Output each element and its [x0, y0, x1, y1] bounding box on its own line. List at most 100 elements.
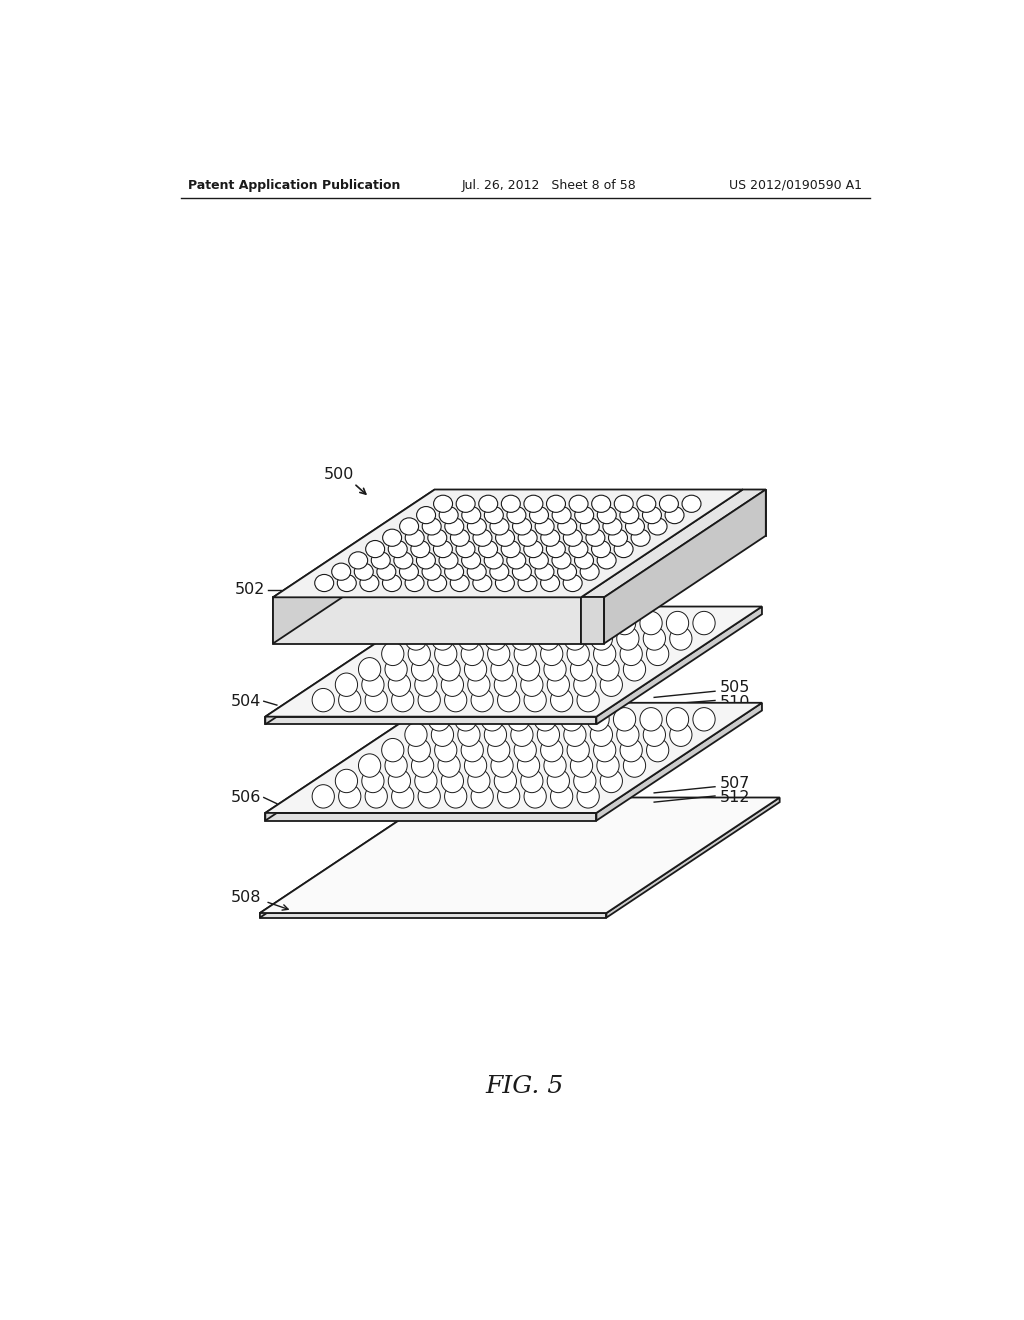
Ellipse shape: [473, 574, 492, 591]
Ellipse shape: [349, 552, 368, 569]
Text: 512: 512: [720, 789, 751, 805]
Ellipse shape: [569, 540, 588, 557]
Ellipse shape: [358, 657, 381, 681]
Text: 510: 510: [720, 696, 751, 710]
Ellipse shape: [560, 611, 583, 635]
Ellipse shape: [586, 529, 605, 546]
Ellipse shape: [614, 540, 633, 557]
Ellipse shape: [496, 529, 514, 546]
Ellipse shape: [383, 529, 401, 546]
Text: 503: 503: [722, 510, 753, 524]
Ellipse shape: [511, 723, 534, 746]
Polygon shape: [273, 490, 435, 644]
Ellipse shape: [643, 723, 666, 746]
Ellipse shape: [573, 673, 596, 697]
Ellipse shape: [498, 689, 520, 711]
Ellipse shape: [451, 574, 469, 591]
Ellipse shape: [511, 627, 534, 651]
Ellipse shape: [513, 517, 531, 535]
Ellipse shape: [468, 673, 490, 697]
Polygon shape: [581, 598, 604, 644]
Ellipse shape: [534, 708, 556, 731]
Ellipse shape: [422, 517, 441, 535]
Ellipse shape: [560, 708, 583, 731]
Ellipse shape: [337, 574, 356, 591]
Ellipse shape: [471, 784, 494, 808]
Ellipse shape: [383, 574, 401, 591]
Ellipse shape: [577, 689, 599, 711]
Ellipse shape: [335, 673, 357, 697]
Ellipse shape: [557, 564, 577, 581]
Polygon shape: [581, 490, 742, 644]
Ellipse shape: [670, 627, 692, 651]
Ellipse shape: [462, 552, 480, 569]
Ellipse shape: [558, 517, 577, 535]
Ellipse shape: [478, 540, 498, 557]
Ellipse shape: [574, 552, 594, 569]
Ellipse shape: [600, 770, 623, 792]
Ellipse shape: [597, 552, 616, 569]
Polygon shape: [260, 913, 606, 917]
Ellipse shape: [455, 708, 477, 731]
Ellipse shape: [616, 723, 639, 746]
Ellipse shape: [592, 495, 610, 512]
Ellipse shape: [388, 673, 411, 697]
Ellipse shape: [411, 540, 430, 557]
Ellipse shape: [490, 754, 513, 777]
Text: 504: 504: [231, 694, 261, 709]
Ellipse shape: [624, 754, 645, 777]
Ellipse shape: [547, 770, 569, 792]
Ellipse shape: [489, 517, 509, 535]
Ellipse shape: [394, 552, 413, 569]
Text: 508: 508: [231, 890, 261, 906]
Ellipse shape: [646, 738, 669, 762]
Ellipse shape: [523, 540, 543, 557]
Ellipse shape: [569, 495, 588, 512]
Ellipse shape: [409, 643, 430, 665]
Ellipse shape: [590, 723, 612, 746]
Ellipse shape: [444, 517, 464, 535]
Ellipse shape: [567, 738, 590, 762]
Ellipse shape: [391, 689, 414, 711]
Ellipse shape: [339, 689, 360, 711]
Ellipse shape: [501, 540, 520, 557]
Ellipse shape: [431, 627, 454, 651]
Ellipse shape: [642, 507, 662, 524]
Ellipse shape: [361, 673, 384, 697]
Ellipse shape: [439, 507, 458, 524]
Text: 506: 506: [231, 789, 261, 805]
Ellipse shape: [570, 657, 593, 681]
Text: FIG. 5: FIG. 5: [485, 1074, 564, 1098]
Ellipse shape: [508, 708, 529, 731]
Ellipse shape: [366, 784, 387, 808]
Ellipse shape: [541, 643, 563, 665]
Ellipse shape: [581, 517, 599, 535]
Ellipse shape: [581, 564, 599, 581]
Ellipse shape: [473, 529, 492, 546]
Ellipse shape: [484, 552, 503, 569]
Ellipse shape: [640, 708, 663, 731]
Ellipse shape: [563, 529, 583, 546]
Ellipse shape: [428, 611, 451, 635]
Ellipse shape: [577, 784, 599, 808]
Ellipse shape: [366, 689, 387, 711]
Ellipse shape: [564, 723, 586, 746]
Ellipse shape: [458, 627, 480, 651]
Ellipse shape: [441, 673, 464, 697]
Ellipse shape: [507, 507, 526, 524]
Polygon shape: [265, 813, 596, 821]
Ellipse shape: [388, 540, 408, 557]
Ellipse shape: [312, 689, 335, 711]
Ellipse shape: [415, 770, 437, 792]
Ellipse shape: [332, 564, 350, 581]
Ellipse shape: [467, 564, 486, 581]
Ellipse shape: [444, 564, 464, 581]
Ellipse shape: [406, 574, 424, 591]
Ellipse shape: [616, 627, 639, 651]
Polygon shape: [260, 797, 433, 917]
Ellipse shape: [455, 611, 477, 635]
Ellipse shape: [613, 708, 636, 731]
Ellipse shape: [456, 540, 475, 557]
Ellipse shape: [404, 627, 427, 651]
Text: US 2012/0190590 A1: US 2012/0190590 A1: [729, 178, 862, 191]
